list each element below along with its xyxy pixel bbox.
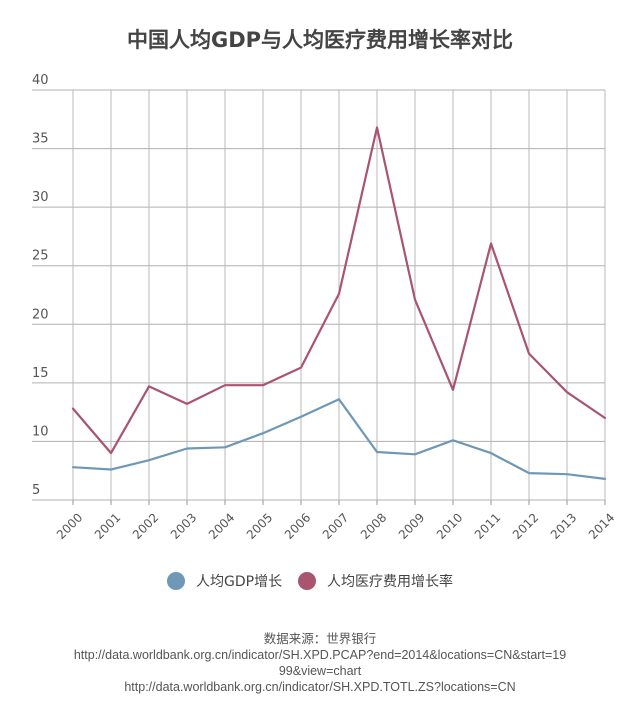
series-line-2 [71, 126, 607, 455]
line-chart: 5 10 15 20 25 30 35 40 2000 2001 2002 2003 2004 2005… [32, 73, 617, 590]
y-tick-label: 5 [32, 483, 40, 498]
x-tick-label: 2001 [92, 510, 123, 541]
y-tick-label: 10 [32, 424, 49, 439]
legend-label-2: 人均医疗费用增长率 [327, 573, 453, 590]
y-tick-label: 20 [32, 307, 49, 322]
source-label: 数据来源：世界银行 [263, 632, 377, 646]
legend-marker-1 [167, 572, 185, 590]
x-tick-label: 2004 [206, 510, 237, 541]
y-tick-label: 30 [32, 190, 49, 205]
source-url-1: http://data.worldbank.org.cn/indicator/S… [73, 648, 567, 662]
x-tick-label: 2014 [586, 510, 617, 541]
x-tick-label: 2011 [472, 510, 503, 541]
x-tick-label: 2008 [358, 510, 389, 541]
x-tick-label: 2013 [548, 510, 579, 541]
y-tick-label: 25 [32, 249, 49, 264]
source-url-2: http://data.worldbank.org.cn/indicator/S… [124, 680, 516, 694]
legend-label-1: 人均GDP增长 [196, 574, 282, 590]
y-tick-label: 15 [32, 366, 49, 381]
x-tick-label: 2010 [434, 510, 465, 541]
chart-title: 中国人均GDP与人均医疗费用增长率对比 [126, 28, 514, 52]
x-tick-label: 2009 [396, 510, 427, 541]
source-note: 数据来源：世界银行 http://data.worldbank.org.cn/i… [0, 631, 640, 695]
legend-marker-2 [298, 572, 316, 590]
x-tick-label: 2006 [282, 510, 313, 541]
x-tick-label: 2007 [320, 510, 351, 541]
y-tick-label: 40 [32, 73, 49, 88]
source-url-1-cont: 99&view=chart [278, 664, 362, 678]
series-line-1 [71, 398, 607, 480]
x-tick-label: 2012 [510, 510, 541, 541]
y-tick-label: 35 [32, 132, 49, 147]
x-tick-label: 2000 [54, 510, 85, 541]
x-tick-label: 2002 [130, 510, 161, 541]
x-tick-label: 2005 [244, 510, 275, 541]
x-tick-label: 2003 [168, 510, 199, 541]
